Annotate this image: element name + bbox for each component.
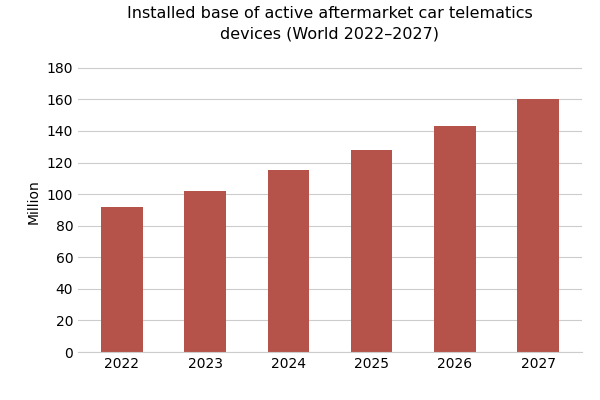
Bar bbox=[351, 150, 392, 352]
Bar bbox=[434, 126, 476, 352]
Bar bbox=[268, 170, 309, 352]
Title: Installed base of active aftermarket car telematics
devices (World 2022–2027): Installed base of active aftermarket car… bbox=[127, 6, 533, 41]
Y-axis label: Million: Million bbox=[27, 180, 41, 224]
Bar bbox=[517, 99, 559, 352]
Bar bbox=[101, 207, 143, 352]
Bar bbox=[184, 191, 226, 352]
